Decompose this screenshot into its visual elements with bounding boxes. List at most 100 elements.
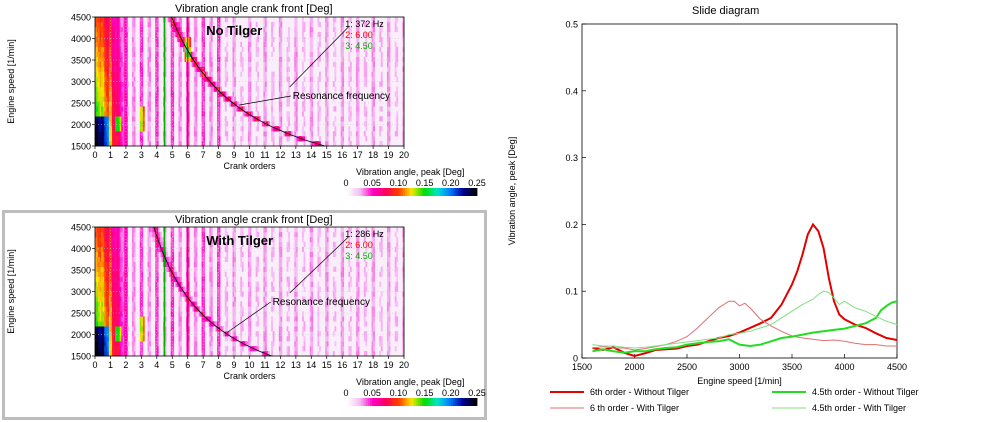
heatmap-cell bbox=[340, 227, 343, 233]
heatmap-cell bbox=[365, 336, 368, 342]
heatmap-cell bbox=[178, 36, 181, 43]
heatmap-cell bbox=[119, 111, 122, 117]
heatmap-cell bbox=[340, 61, 343, 67]
heatmap-cell bbox=[105, 86, 108, 92]
heatmap-cell bbox=[116, 61, 119, 67]
heatmap-cell bbox=[203, 286, 205, 292]
x-tick-label: 3 bbox=[139, 150, 144, 160]
heatmap-cell bbox=[107, 71, 110, 77]
heatmap-cell bbox=[161, 236, 164, 243]
heatmap-cell bbox=[226, 296, 229, 302]
colorbar-segment bbox=[394, 188, 397, 196]
heatmap-cell bbox=[232, 131, 235, 137]
heatmap-cell bbox=[380, 126, 383, 132]
heatmap-cell bbox=[325, 96, 328, 102]
heatmap-cell bbox=[272, 271, 275, 277]
heatmap-cell bbox=[187, 271, 190, 277]
heatmap-cell bbox=[402, 46, 405, 53]
heatmap-cell bbox=[113, 321, 116, 327]
heatmap-cell bbox=[203, 116, 205, 122]
heatmap-cell bbox=[132, 306, 134, 312]
heatmap-cell bbox=[342, 56, 345, 62]
heatmap-cell bbox=[101, 51, 104, 57]
heatmap-cell bbox=[108, 41, 111, 48]
heatmap-cell bbox=[179, 227, 182, 233]
heatmap-cell bbox=[186, 341, 188, 347]
heatmap-cell bbox=[95, 81, 97, 87]
heatmap-cell bbox=[125, 31, 128, 38]
heatmap-cell bbox=[113, 96, 116, 102]
heatmap-cell bbox=[115, 241, 117, 248]
heatmap-cell bbox=[141, 296, 144, 302]
heatmap-cell bbox=[241, 96, 244, 102]
heatmap-cell bbox=[186, 251, 188, 258]
heatmap-cell bbox=[204, 71, 207, 77]
heatmap-cell bbox=[156, 261, 159, 267]
heatmap-cell bbox=[121, 241, 124, 248]
heatmap-cell bbox=[232, 351, 235, 357]
heatmap-cell bbox=[348, 17, 351, 23]
heatmap-cell bbox=[116, 351, 119, 357]
heatmap-cell bbox=[147, 316, 150, 322]
heatmap-cell bbox=[122, 81, 125, 87]
heatmap-cell bbox=[141, 131, 144, 137]
heatmap-cell bbox=[149, 26, 151, 33]
heatmap-cell bbox=[187, 231, 190, 238]
heatmap-cell bbox=[247, 341, 250, 347]
colorbar-segment bbox=[420, 188, 423, 196]
heatmap-cell bbox=[178, 56, 181, 62]
heatmap-cell bbox=[115, 116, 117, 122]
heatmap-cell bbox=[356, 311, 358, 317]
heatmap-cell bbox=[294, 136, 297, 142]
heatmap-cell bbox=[132, 116, 134, 122]
heatmap-cell bbox=[98, 271, 100, 277]
heatmap-cell bbox=[108, 126, 111, 132]
heatmap-cell bbox=[187, 281, 190, 287]
heatmap-cell bbox=[357, 261, 360, 267]
heatmap-cell bbox=[302, 26, 304, 33]
heatmap-cell bbox=[203, 21, 205, 28]
heatmap-cell bbox=[326, 31, 329, 38]
heatmap-cell bbox=[141, 71, 144, 77]
heatmap-cell bbox=[118, 121, 121, 127]
heatmap-cell bbox=[266, 351, 269, 357]
heatmap-cell bbox=[325, 41, 328, 48]
heatmap-cell bbox=[121, 316, 124, 322]
heatmap-cell bbox=[342, 121, 345, 127]
heatmap-cell bbox=[314, 141, 317, 147]
heatmap-cell bbox=[388, 301, 391, 307]
heatmap-cell bbox=[172, 286, 175, 292]
heatmap-cell bbox=[342, 46, 345, 53]
heatmap-cell bbox=[172, 326, 175, 332]
heatmap-cell bbox=[373, 46, 375, 53]
heatmap-cell bbox=[263, 291, 266, 297]
heatmap-cell bbox=[162, 61, 165, 67]
heatmap-cell bbox=[201, 351, 204, 357]
heatmap-cell bbox=[116, 346, 119, 352]
heatmap-cell bbox=[218, 346, 221, 352]
heatmap-cell bbox=[264, 71, 267, 77]
heatmap-cell bbox=[319, 246, 321, 253]
heatmap-cell bbox=[122, 61, 125, 67]
heatmap-cell bbox=[158, 246, 161, 253]
heatmap-cell bbox=[295, 56, 298, 62]
heatmap-cell bbox=[172, 91, 175, 97]
heatmap-cell bbox=[133, 96, 136, 102]
heatmap-cell bbox=[203, 271, 205, 277]
heatmap-cell bbox=[218, 131, 221, 137]
heatmap-cell bbox=[96, 266, 99, 272]
heatmap-cell bbox=[149, 336, 151, 342]
heatmap-cell bbox=[371, 276, 374, 282]
heatmap-cell bbox=[272, 227, 275, 233]
heatmap-cell bbox=[263, 61, 266, 67]
heatmap-cell bbox=[402, 351, 405, 357]
heatmap-cell bbox=[217, 136, 219, 142]
heatmap-cell bbox=[402, 51, 405, 57]
heatmap-cell bbox=[286, 96, 289, 102]
heatmap-cell bbox=[325, 316, 328, 322]
heatmap-cell bbox=[141, 31, 144, 38]
heatmap-cell bbox=[122, 286, 125, 292]
heatmap-cell bbox=[348, 351, 351, 357]
heatmap-cell bbox=[332, 26, 335, 33]
heatmap-cell bbox=[178, 141, 181, 147]
